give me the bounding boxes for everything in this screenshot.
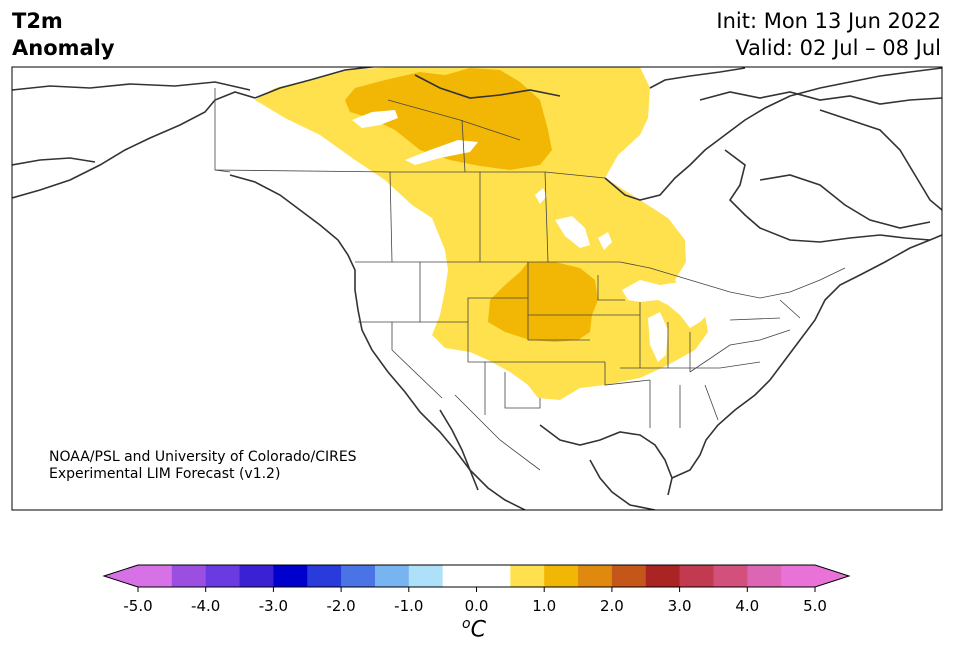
colorbar-bin xyxy=(645,565,681,587)
colorbar-bin xyxy=(408,565,444,587)
colorbar-bin xyxy=(205,565,241,587)
colorbar-tick-label: 3.0 xyxy=(668,597,692,615)
colorbar-tick-label: -4.0 xyxy=(191,597,220,615)
colorbar-tick-label: 0.0 xyxy=(465,597,489,615)
map-title: T2m Anomaly xyxy=(12,8,115,62)
colorbar-bin xyxy=(578,565,613,587)
colorbar-bin xyxy=(171,565,207,587)
colorbar-tick-label: -2.0 xyxy=(326,597,355,615)
anomaly-region-high-plains xyxy=(488,262,598,342)
lake-4 xyxy=(535,188,547,204)
anomaly-region-high-north xyxy=(345,68,552,170)
lake-1 xyxy=(352,110,398,128)
colorbar-bin xyxy=(307,565,342,587)
colorbar-bins xyxy=(102,564,851,588)
anomaly-region-low xyxy=(255,67,708,400)
colorbar-bin xyxy=(611,565,647,587)
colorbar-bin xyxy=(510,565,545,587)
valid-date: Valid: 02 Jul – 08 Jul xyxy=(735,36,941,60)
great-lakes xyxy=(622,280,712,328)
colorbar-extend-low xyxy=(104,565,138,587)
colorbar-bin xyxy=(341,565,376,587)
coastlines xyxy=(12,67,942,510)
init-date: Init: Mon 13 Jun 2022 xyxy=(716,9,941,33)
map-frame xyxy=(11,66,943,511)
credit-text: NOAA/PSL and University of Colorado/CIRE… xyxy=(49,449,357,483)
colorbar-tick-label: 2.0 xyxy=(600,597,624,615)
colorbar-bin xyxy=(374,565,410,587)
colorbar-tick-label: -1.0 xyxy=(394,597,423,615)
forecast-dates: Init: Mon 13 Jun 2022 Valid: 02 Jul – 08… xyxy=(716,8,941,62)
colorbar-tick-label: -5.0 xyxy=(123,597,152,615)
lake-3 xyxy=(555,216,590,248)
colorbar-unit: oC xyxy=(462,616,486,642)
colorbar-ticks: -5.0 -4.0 -3.0 -2.0 -1.0 0.0 1.0 2.0 3.0 4.0 5.0 xyxy=(123,587,827,615)
title-anomaly: Anomaly xyxy=(12,36,115,60)
colorbar-bin xyxy=(781,565,816,587)
colorbar-tick-label: 5.0 xyxy=(803,597,827,615)
colorbar-unit-letter: C xyxy=(470,617,486,643)
colorbar-tick-label: 4.0 xyxy=(735,597,759,615)
colorbar-bin xyxy=(138,565,173,587)
title-variable: T2m xyxy=(12,9,63,33)
lake-2 xyxy=(405,140,478,165)
colorbar-tick-label: 1.0 xyxy=(532,597,556,615)
colorbar-extend-high xyxy=(815,565,849,587)
colorbar-unit-degree: o xyxy=(462,616,471,632)
colorbar-bin xyxy=(442,565,511,587)
colorbar-bin xyxy=(544,565,579,587)
colorbar-bin xyxy=(713,565,748,587)
lake-6 xyxy=(648,312,668,362)
colorbar-bin xyxy=(273,565,308,587)
credit-line-2: Experimental LIM Forecast (v1.2) xyxy=(49,466,281,482)
political-borders xyxy=(214,88,846,471)
colorbar-tick-label: -3.0 xyxy=(259,597,288,615)
colorbar-bin xyxy=(239,565,274,587)
colorbar-bin xyxy=(747,565,782,587)
credit-line-1: NOAA/PSL and University of Colorado/CIRE… xyxy=(49,449,357,465)
lake-5 xyxy=(598,232,612,250)
colorbar-bin xyxy=(679,565,714,587)
